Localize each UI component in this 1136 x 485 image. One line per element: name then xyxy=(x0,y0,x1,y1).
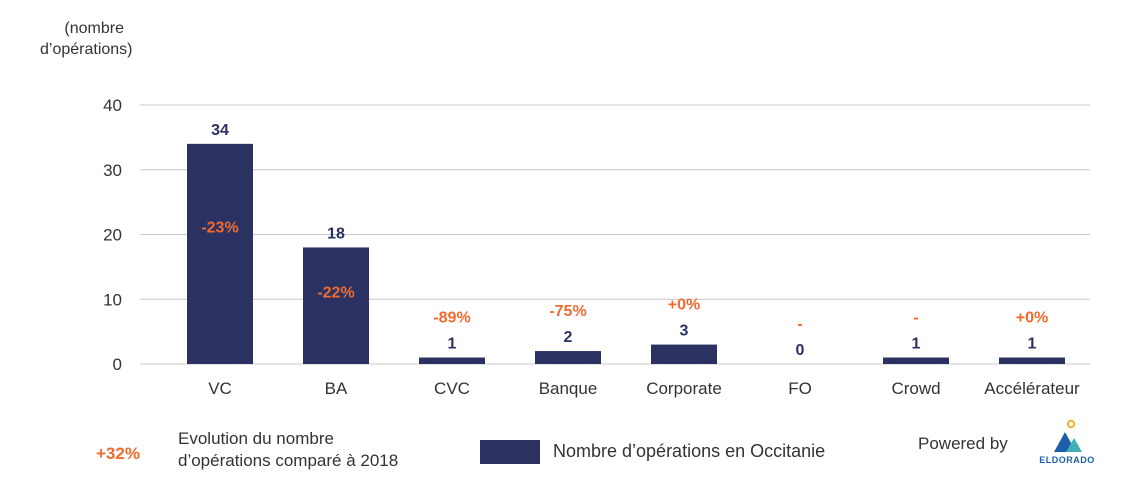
logo-wordmark: ELDORADO xyxy=(1039,455,1095,465)
powered-by-text: Powered by xyxy=(918,434,1008,453)
bar xyxy=(999,357,1065,364)
bar xyxy=(535,351,601,364)
bar xyxy=(651,344,717,364)
value-label: 18 xyxy=(327,225,345,242)
legend-change-line-2: d’opérations comparé à 2018 xyxy=(178,451,399,470)
y-tick-label: 10 xyxy=(103,290,122,309)
y-tick-label: 20 xyxy=(103,226,122,245)
legend-change-description: Evolution du nombre d’opérations comparé… xyxy=(178,428,398,472)
x-tick-label: CVC xyxy=(434,379,470,398)
change-label: -22% xyxy=(317,285,354,302)
bars xyxy=(187,143,1065,364)
change-label: -89% xyxy=(433,310,470,327)
x-axis-ticks: VC BA CVC Banque Corporate FO Crowd Accélérateu… xyxy=(208,379,1080,398)
value-label: 1 xyxy=(1028,336,1037,353)
y-axis-unit-line-2: d’opérations) xyxy=(40,41,133,58)
change-label: - xyxy=(913,310,918,327)
change-label: +0% xyxy=(1016,310,1048,327)
data-labels: 34 -23% 18 -22% 1 -89% 2 -75% 3 +0% 0 - 1 - 1 +0% xyxy=(201,122,1048,359)
value-label: 0 xyxy=(796,342,805,359)
x-tick-label: Banque xyxy=(539,379,598,398)
change-label: -75% xyxy=(549,303,586,320)
change-label: +0% xyxy=(668,297,700,314)
legend-series-swatch xyxy=(480,440,540,464)
value-label: 1 xyxy=(912,336,921,353)
value-label: 34 xyxy=(211,122,229,139)
x-tick-label: Accélérateur xyxy=(984,379,1080,398)
y-tick-label: 40 xyxy=(103,96,122,115)
bar xyxy=(303,247,369,364)
x-tick-label: VC xyxy=(208,379,232,398)
value-label: 2 xyxy=(564,329,573,346)
x-tick-label: FO xyxy=(788,379,812,398)
x-tick-label: BA xyxy=(325,379,348,398)
y-tick-label: 30 xyxy=(103,161,122,180)
x-tick-label: Corporate xyxy=(646,379,722,398)
bar-chart: 0 10 20 30 40 34 -23% 18 -22% 1 -89% 2 -75% 3 +0% 0 - 1 -… xyxy=(103,96,1090,398)
gridlines xyxy=(140,104,1090,365)
bar xyxy=(419,357,485,364)
y-axis-unit-line-1: (nombre xyxy=(64,20,124,37)
legend-series-label: Nombre d’opérations en Occitanie xyxy=(553,441,826,461)
bar xyxy=(187,143,253,364)
x-tick-label: Crowd xyxy=(891,379,940,398)
change-label: - xyxy=(797,316,802,333)
y-tick-label: 0 xyxy=(113,355,122,374)
eldorado-logo: ELDORADO xyxy=(1032,418,1102,468)
value-label: 3 xyxy=(680,323,689,340)
value-label: 1 xyxy=(448,336,457,353)
legend-change-value: +32% xyxy=(96,444,140,463)
legend-change-line-1: Evolution du nombre xyxy=(178,429,334,448)
bar xyxy=(883,357,949,364)
change-label: -23% xyxy=(201,219,238,236)
mountain-logo-icon xyxy=(1054,419,1082,452)
y-axis-ticks: 0 10 20 30 40 xyxy=(103,96,122,374)
y-axis-unit-label: (nombre d’opérations) xyxy=(40,18,133,60)
